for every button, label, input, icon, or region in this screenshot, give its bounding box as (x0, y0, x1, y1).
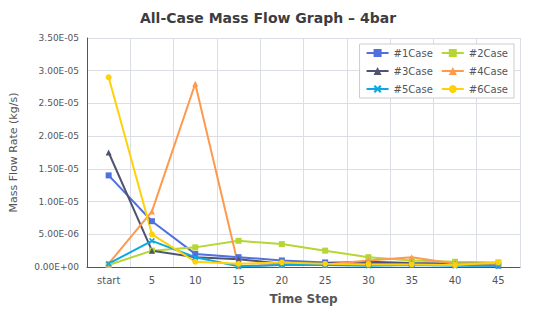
svg-text:20: 20 (275, 275, 288, 286)
svg-text:10: 10 (189, 275, 202, 286)
svg-text:15: 15 (232, 275, 245, 286)
svg-text:0.00E+00: 0.00E+00 (34, 262, 79, 272)
svg-text:start: start (97, 275, 120, 286)
svg-text:Time Step: Time Step (269, 292, 338, 306)
svg-text:45: 45 (492, 275, 505, 286)
svg-text:#3Case: #3Case (394, 66, 433, 77)
svg-text:40: 40 (449, 275, 462, 286)
svg-text:#2Case: #2Case (469, 48, 508, 59)
svg-text:1.00E-05: 1.00E-05 (39, 197, 79, 207)
svg-text:5: 5 (149, 275, 155, 286)
svg-text:Mass Flow Rate (kg/s): Mass Flow Rate (kg/s) (7, 93, 20, 213)
svg-text:2.50E-05: 2.50E-05 (39, 98, 79, 108)
svg-text:5.00E-06: 5.00E-06 (39, 229, 80, 239)
svg-text:#6Case: #6Case (469, 84, 508, 95)
svg-text:2.00E-05: 2.00E-05 (39, 131, 79, 141)
svg-text:#5Case: #5Case (394, 84, 433, 95)
svg-text:3.50E-05: 3.50E-05 (39, 33, 79, 43)
svg-text:3.00E-05: 3.00E-05 (39, 66, 79, 76)
svg-text:#1Case: #1Case (394, 48, 433, 59)
svg-text:#4Case: #4Case (469, 66, 508, 77)
svg-text:1.50E-05: 1.50E-05 (39, 164, 79, 174)
svg-text:All-Case Mass Flow Graph – 4ba: All-Case Mass Flow Graph – 4bar (140, 10, 396, 26)
svg-text:25: 25 (319, 275, 332, 286)
svg-text:35: 35 (405, 275, 418, 286)
svg-text:30: 30 (362, 275, 375, 286)
